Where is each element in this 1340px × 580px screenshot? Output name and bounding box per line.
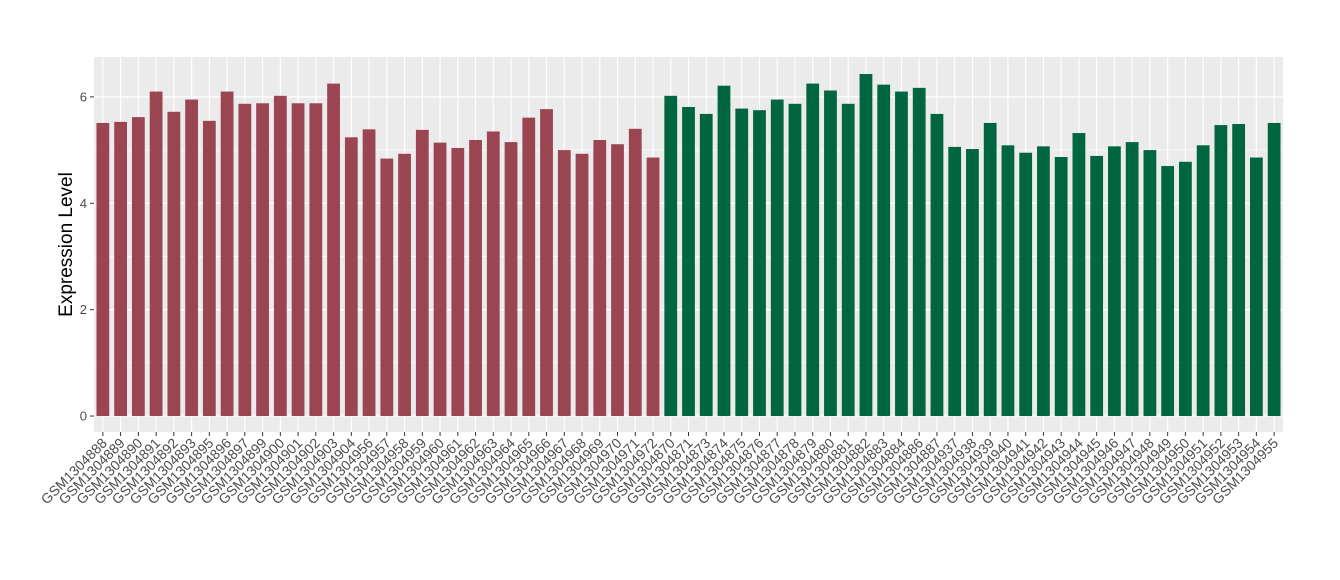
bar (1267, 122, 1281, 417)
y-axis: 0 2 4 6 (80, 89, 94, 424)
bar (1143, 150, 1157, 417)
bar (1108, 146, 1121, 417)
bar (327, 83, 340, 417)
bar (877, 84, 891, 417)
bar (238, 103, 252, 417)
bar (930, 113, 944, 417)
bar (824, 90, 837, 417)
bar (1125, 142, 1139, 417)
bar (1054, 157, 1068, 417)
bar (1196, 145, 1210, 417)
bar (593, 139, 607, 417)
bar (983, 122, 997, 417)
y-axis-title: Expression Level (56, 172, 77, 317)
y-tick-label: 2 (80, 302, 87, 317)
bar (1249, 157, 1263, 417)
bar (628, 128, 642, 417)
bar (682, 107, 695, 417)
bar (806, 83, 820, 417)
bar (1179, 161, 1192, 417)
bar (522, 117, 536, 417)
bar (362, 129, 376, 417)
bar (646, 157, 660, 417)
bar (1161, 166, 1175, 417)
bar (469, 139, 482, 417)
bar (380, 158, 394, 417)
bar (575, 153, 589, 417)
bar (717, 85, 731, 417)
bar (273, 95, 287, 417)
bar (1072, 133, 1086, 417)
bar (788, 103, 802, 417)
bar (291, 103, 305, 417)
bar (895, 91, 908, 417)
bar (167, 111, 181, 417)
bar (1214, 125, 1228, 417)
bar (1001, 145, 1015, 417)
y-tick-label: 4 (80, 196, 87, 211)
bar (912, 87, 926, 417)
bar (1090, 155, 1104, 417)
bar (770, 99, 784, 417)
bar (256, 103, 269, 417)
bar (149, 91, 163, 417)
bar (451, 147, 465, 417)
bar (398, 153, 411, 417)
y-tick-label: 6 (80, 89, 87, 104)
bar (415, 129, 429, 417)
bar (699, 113, 713, 417)
bar (664, 95, 678, 417)
bar (202, 120, 216, 417)
bar (557, 150, 571, 417)
bar (114, 121, 128, 417)
bar (735, 108, 749, 417)
x-axis: GSM1304888GSM1304889GSM1304890GSM1304891… (38, 432, 1281, 507)
bar (948, 146, 962, 417)
y-tick-label: 0 (80, 409, 87, 424)
bar (131, 117, 145, 417)
bar (966, 149, 979, 417)
bar (96, 122, 110, 417)
bar (504, 142, 518, 417)
bar (486, 131, 500, 417)
bar (1232, 124, 1246, 417)
bar (859, 74, 873, 417)
bar (344, 137, 358, 417)
bar (611, 144, 624, 417)
bar (1037, 146, 1050, 417)
bar (220, 91, 234, 417)
bar (1019, 152, 1033, 417)
bar (753, 110, 766, 417)
bar (433, 142, 447, 417)
bar (841, 103, 855, 417)
bar (540, 109, 553, 417)
bar (309, 103, 323, 417)
bars-layer (96, 74, 1281, 417)
bar (185, 99, 198, 417)
